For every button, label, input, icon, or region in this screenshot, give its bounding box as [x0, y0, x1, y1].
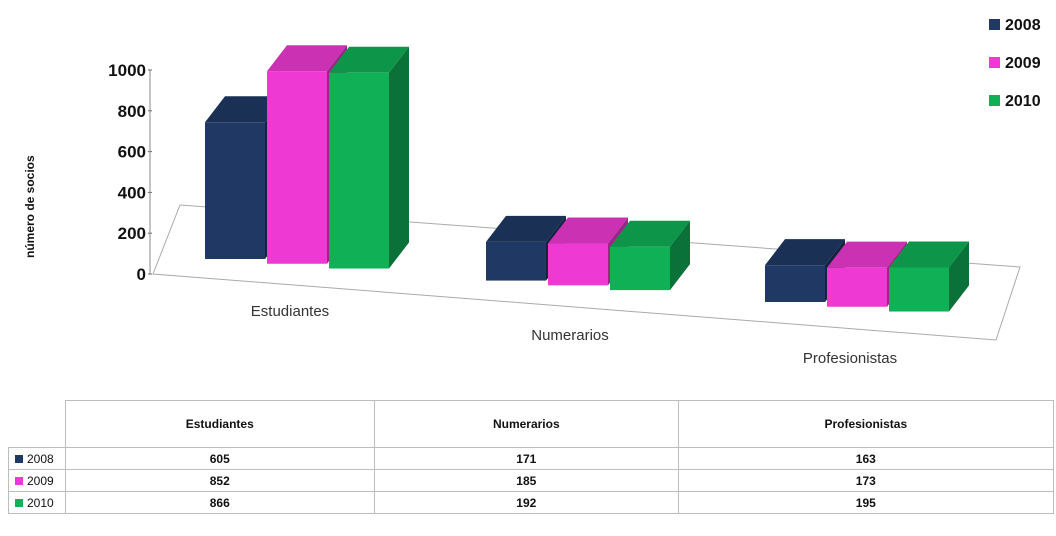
- y-tick-label: 800: [118, 102, 146, 121]
- floor-plane: [152, 204, 1021, 341]
- table-row-series: 2008: [8, 447, 66, 470]
- y-tick-label: 200: [118, 224, 146, 243]
- table-header-numerarios: Numerarios: [374, 400, 679, 448]
- legend-swatch-icon: [15, 455, 23, 464]
- y-tick-label: 1000: [108, 61, 146, 80]
- category-label: Numerarios: [531, 327, 609, 344]
- bar-chart: 0 200 400 600 800 1000 Estudiantes Numerarios P…: [23, 17, 1041, 367]
- table-row-series: 2009: [8, 469, 66, 492]
- bar: [329, 46, 409, 269]
- bar-front: [765, 265, 825, 303]
- table-header-row: Estudiantes Numerarios Profesionistas: [8, 400, 1055, 448]
- table-cell: 163: [677, 447, 1055, 470]
- bar-front: [329, 72, 389, 269]
- bar-top: [827, 241, 907, 268]
- legend-swatch-icon: [15, 477, 23, 486]
- table-corner: [8, 400, 66, 448]
- table-row-series: 2010: [8, 491, 66, 514]
- data-table: Estudiantes Numerarios Profesionistas 20…: [8, 400, 1055, 514]
- bar-front: [205, 122, 265, 260]
- chart-floor: [152, 204, 1021, 341]
- category-labels: Estudiantes Numerarios Profesionistas: [251, 303, 897, 367]
- bar-front: [486, 241, 546, 281]
- table-header-profesionistas: Profesionistas: [677, 400, 1055, 448]
- bar-front: [827, 267, 887, 307]
- table-row: 2010 866 192 195: [8, 491, 1055, 514]
- table-cell: 605: [64, 447, 375, 470]
- table-cell: 173: [677, 469, 1055, 492]
- legend-label: 2009: [1005, 55, 1041, 72]
- bar-top: [548, 217, 628, 244]
- category-label: Estudiantes: [251, 303, 329, 320]
- bars: [205, 45, 969, 312]
- table-cell: 852: [64, 469, 375, 492]
- legend: 2008 2009 2010: [989, 17, 1041, 110]
- table-row-label: 2010: [27, 495, 54, 510]
- bar-side: [949, 241, 969, 312]
- bar-front: [610, 246, 670, 291]
- bar-top: [610, 220, 690, 247]
- y-axis-title: número de socios: [23, 155, 37, 258]
- table-header-estudiantes: Estudiantes: [64, 400, 375, 448]
- bar-top: [267, 45, 347, 72]
- legend-swatch-icon: [989, 95, 1000, 106]
- bar-top: [765, 239, 845, 266]
- bar-top: [205, 96, 285, 123]
- table-cell: 171: [374, 447, 679, 470]
- category-label: Profesionistas: [803, 350, 897, 367]
- bar: [610, 220, 690, 291]
- bar-top: [329, 46, 409, 73]
- y-tick-label: 600: [118, 143, 146, 162]
- bar-side: [670, 220, 690, 291]
- bar: [889, 241, 969, 312]
- table-row: 2008 605 171 163: [8, 447, 1055, 470]
- y-tick-label: 0: [137, 265, 146, 284]
- y-tick-label: 400: [118, 183, 146, 202]
- legend-swatch-icon: [989, 19, 1000, 30]
- bar-top: [486, 215, 566, 242]
- legend-label: 2008: [1005, 17, 1041, 34]
- legend-swatch-icon: [15, 499, 23, 508]
- bar-side: [389, 46, 409, 269]
- table-row-label: 2008: [27, 451, 54, 466]
- table-cell: 192: [374, 491, 679, 514]
- legend-label: 2010: [1005, 93, 1041, 110]
- legend-swatch-icon: [989, 57, 1000, 68]
- y-axis: 0 200 400 600 800 1000: [108, 61, 152, 284]
- bar-front: [548, 243, 608, 286]
- bar-front: [267, 71, 327, 264]
- table-cell: 185: [374, 469, 679, 492]
- table-cell: 195: [677, 491, 1055, 514]
- bar-top: [889, 241, 969, 268]
- table-cell: 866: [64, 491, 375, 514]
- bar-front: [889, 267, 949, 312]
- table-row-label: 2009: [27, 473, 54, 488]
- table-row: 2009 852 185 173: [8, 469, 1055, 492]
